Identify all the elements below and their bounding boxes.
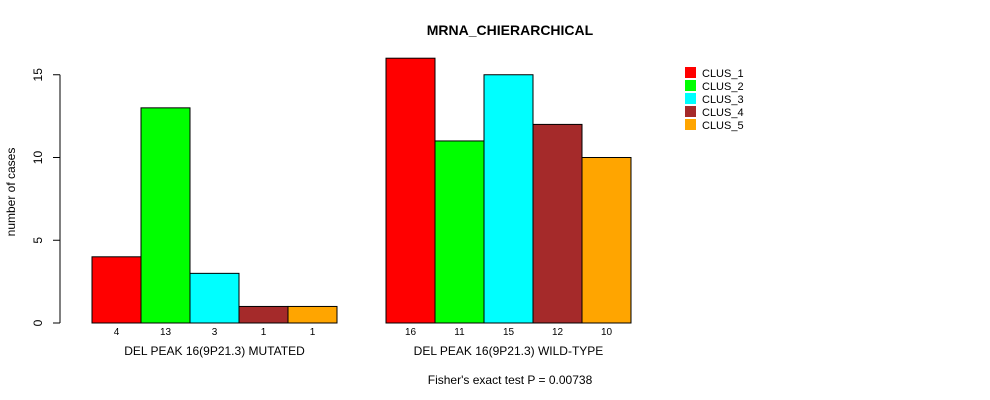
y-tick-label: 10 <box>31 151 45 165</box>
bar-group: 4 13 3 1 1 DEL PEAK 16(9P21.3) MUTATED <box>91 107 338 358</box>
bar <box>91 256 142 324</box>
bar-count-label: 15 <box>503 327 515 338</box>
legend-item: CLUS_4 <box>685 106 744 119</box>
y-tick-label: 0 <box>31 319 45 326</box>
bar <box>140 107 191 324</box>
group-label: DEL PEAK 16(9P21.3) MUTATED <box>124 344 305 358</box>
legend-item: CLUS_3 <box>685 93 744 106</box>
bar-group: 16 11 15 12 10 DEL PEAK 16(9P21.3) WILD-TYPE <box>385 57 632 358</box>
bar <box>385 57 436 324</box>
bar-count-label: 4 <box>114 327 120 338</box>
legend-swatch <box>685 119 696 130</box>
bar-count-label: 13 <box>160 327 172 338</box>
bar-count-label: 11 <box>454 327 465 338</box>
y-axis-label: number of cases <box>4 148 18 237</box>
bar <box>287 305 338 324</box>
legend-swatch <box>685 93 696 104</box>
legend-swatch <box>685 106 696 117</box>
legend-label: CLUS_5 <box>702 120 744 132</box>
bar-count-label: 1 <box>310 327 316 338</box>
legend-swatch <box>685 67 696 78</box>
bar-count-label: 16 <box>405 327 417 338</box>
legend-item: CLUS_2 <box>685 80 744 93</box>
bar <box>238 305 289 324</box>
bar-count-label: 3 <box>212 327 218 338</box>
bar <box>581 157 632 324</box>
bar-count-label: 10 <box>601 327 613 338</box>
y-tick-label: 5 <box>31 237 45 244</box>
legend-item: CLUS_1 <box>685 67 744 80</box>
y-tick-label: 15 <box>31 68 45 82</box>
group-label: DEL PEAK 16(9P21.3) WILD-TYPE <box>414 344 604 358</box>
chart-title: MRNA_CHIERARCHICAL <box>427 22 594 38</box>
legend-item: CLUS_5 <box>685 119 744 132</box>
legend-label: CLUS_3 <box>702 94 744 106</box>
legend-label: CLUS_2 <box>702 81 744 93</box>
bar-count-label: 1 <box>261 327 267 338</box>
legend-label: CLUS_1 <box>702 68 744 80</box>
y-axis: 0 5 10 15 <box>31 68 61 326</box>
bar <box>434 140 485 324</box>
bar-count-label: 12 <box>552 327 564 338</box>
legend-swatch <box>685 80 696 91</box>
bar <box>483 74 534 324</box>
bar <box>189 272 240 324</box>
legend-label: CLUS_4 <box>702 107 744 119</box>
fisher-test-note: Fisher's exact test P = 0.00738 <box>428 373 593 387</box>
bar <box>532 123 583 324</box>
